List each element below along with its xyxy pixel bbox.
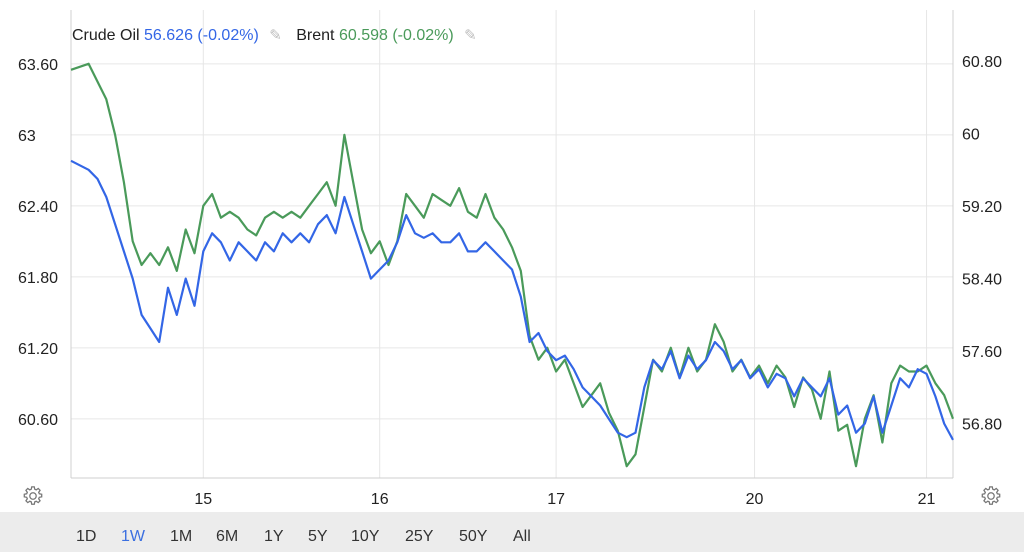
left-tick-label: 61.80 (18, 270, 58, 287)
x-tick-label: 21 (918, 491, 936, 508)
legend-brent[interactable]: Brent 60.598 (-0.02%) ✎ (296, 27, 476, 44)
x-tick-label: 17 (547, 491, 565, 508)
legend-crude[interactable]: Crude Oil 56.626 (-0.02%) ✎ (72, 27, 286, 44)
x-tick-label: 20 (746, 491, 764, 508)
left-axis: 63.60 63 62.40 61.80 61.20 60.60 (18, 57, 58, 429)
right-tick-label: 56.80 (962, 417, 1002, 434)
left-tick-label: 62.40 (18, 199, 58, 216)
legend-crude-value: 56.626 (-0.02%) (144, 27, 259, 44)
right-tick-label: 58.40 (962, 272, 1002, 289)
range-5y-button[interactable]: 5Y (308, 528, 328, 545)
right-tick-label: 59.20 (962, 199, 1002, 216)
range-25y-button[interactable]: 25Y (405, 528, 434, 545)
gear-icon[interactable] (980, 485, 1002, 507)
series-lines (70, 62, 955, 468)
pencil-icon[interactable]: ✎ (464, 27, 477, 44)
range-1m-button[interactable]: 1M (170, 528, 193, 545)
legend-brent-value: 60.598 (-0.02%) (338, 27, 454, 44)
range-1w-button[interactable]: 1W (121, 528, 145, 545)
pencil-icon[interactable]: ✎ (269, 27, 282, 44)
chart-legend: Crude Oil 56.626 (-0.02%) ✎ Brent 60.598… (72, 26, 487, 45)
legend-brent-name: Brent (296, 27, 335, 44)
left-tick-label: 63 (18, 128, 36, 145)
right-tick-label: 60.80 (962, 54, 1002, 71)
range-6m-button[interactable]: 6M (216, 528, 239, 545)
range-selector: 1D 1W 1M 6M 1Y 5Y 10Y 25Y 50Y All (0, 512, 1024, 552)
price-chart[interactable]: 63.60 63 62.40 61.80 61.20 60.60 60.80 60 59.20… (0, 0, 1024, 512)
grid-lines (70, 10, 954, 479)
left-tick-label: 61.20 (18, 341, 58, 358)
x-tick-label: 15 (194, 491, 212, 508)
left-tick-label: 60.60 (18, 412, 58, 429)
range-50y-button[interactable]: 50Y (459, 528, 488, 545)
range-10y-button[interactable]: 10Y (351, 528, 380, 545)
left-tick-label: 63.60 (18, 57, 58, 74)
right-tick-label: 57.60 (962, 344, 1002, 361)
crude-oil-series-line (70, 159, 954, 441)
range-1d-button[interactable]: 1D (76, 528, 97, 545)
range-all-button[interactable]: All (513, 528, 531, 545)
range-1y-button[interactable]: 1Y (264, 528, 284, 545)
gear-icon[interactable] (22, 485, 44, 507)
right-tick-label: 60 (962, 127, 980, 144)
right-axis: 60.80 60 59.20 58.40 57.60 56.80 (962, 54, 1002, 434)
legend-crude-name: Crude Oil (72, 27, 140, 44)
x-axis: 15 16 17 20 21 (194, 491, 935, 508)
x-tick-label: 16 (371, 491, 389, 508)
